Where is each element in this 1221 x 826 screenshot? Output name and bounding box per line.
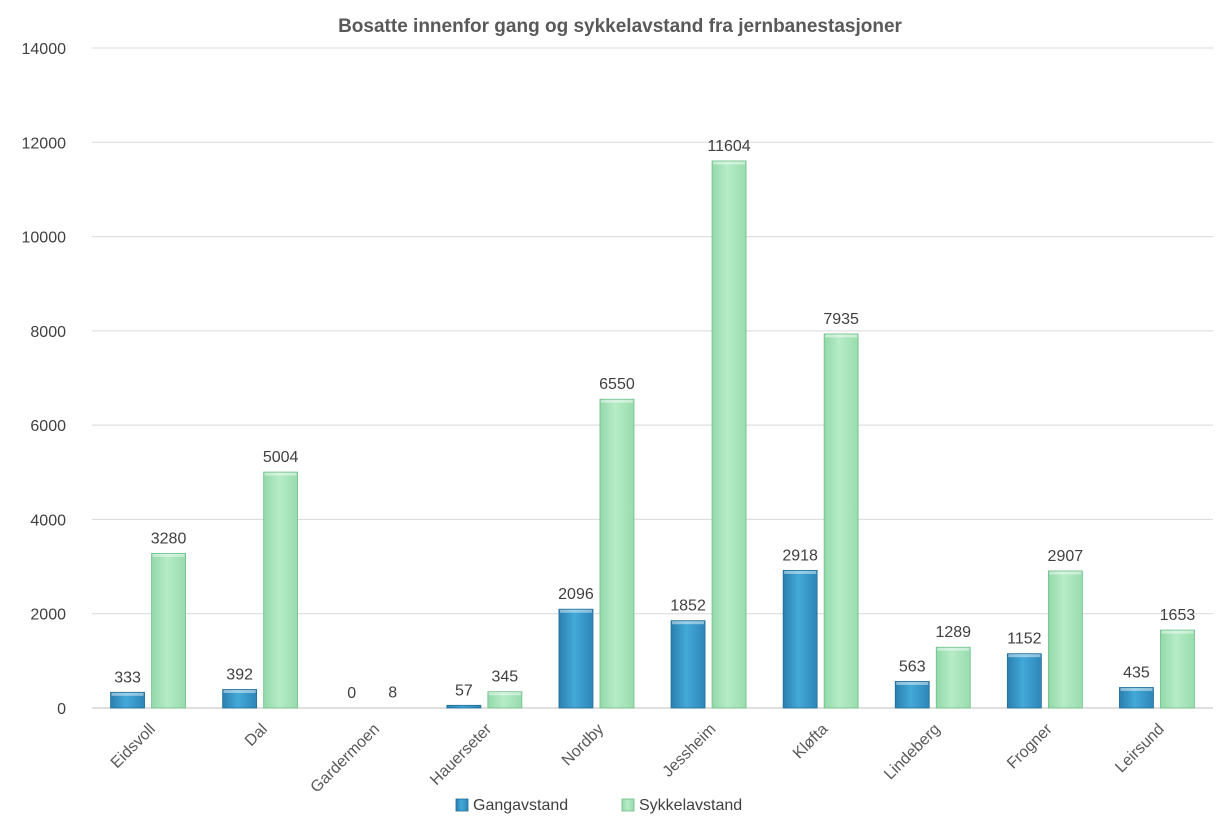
legend: Gangavstand Sykkelavstand bbox=[455, 797, 742, 814]
bar-highlight bbox=[1049, 571, 1082, 575]
bar-gangavstand bbox=[670, 620, 706, 709]
bar-gangavstand bbox=[110, 691, 145, 709]
data-label: 7935 bbox=[823, 311, 859, 328]
bar-highlight bbox=[784, 570, 817, 574]
y-tick-label: 4000 bbox=[30, 512, 66, 529]
data-label: 1152 bbox=[1007, 631, 1042, 648]
bar-highlight bbox=[672, 621, 705, 625]
bar-highlight bbox=[152, 553, 185, 557]
data-label: 0 bbox=[347, 685, 356, 702]
bar-sykkelavstand bbox=[935, 646, 971, 709]
x-tick-label: Frogner bbox=[1004, 720, 1056, 772]
chart-title: Bosatte innenfor gang og sykkelavstand f… bbox=[338, 16, 902, 37]
data-label: 2096 bbox=[558, 586, 594, 603]
y-axis-tick-labels: 0 2000 4000 6000 8000 10000 12000 14000 bbox=[22, 41, 67, 718]
x-tick-label: Hauerseter bbox=[427, 720, 495, 788]
gridlines bbox=[92, 47, 1213, 709]
data-label: 11604 bbox=[707, 138, 750, 155]
data-label: 2907 bbox=[1048, 548, 1084, 565]
legend-swatch-sykkelavstand bbox=[621, 798, 635, 812]
bars bbox=[110, 160, 1195, 709]
data-label: 57 bbox=[455, 682, 473, 699]
bar-sykkelavstand bbox=[599, 398, 635, 709]
bar-gangavstand bbox=[782, 570, 818, 709]
bar-sykkelavstand bbox=[151, 552, 186, 709]
y-tick-label: 8000 bbox=[30, 324, 66, 341]
bar-highlight bbox=[223, 690, 256, 694]
bar-highlight bbox=[937, 647, 970, 651]
bar-highlight bbox=[713, 161, 746, 165]
bar-gangavstand bbox=[1119, 687, 1154, 709]
bar-gangavstand bbox=[1006, 653, 1042, 709]
data-label: 2918 bbox=[782, 547, 818, 564]
x-axis-tick-labels: Eidsvoll Dal Gardermoen Hauerseter Nordby Jes… bbox=[108, 720, 1168, 796]
legend-swatch-gangavstand bbox=[455, 798, 469, 812]
bar-highlight bbox=[559, 609, 592, 613]
data-label: 1289 bbox=[935, 624, 971, 641]
bar-sykkelavstand bbox=[711, 160, 747, 709]
data-label: 435 bbox=[1123, 664, 1150, 681]
x-tick-label: Gardermoen bbox=[308, 721, 384, 797]
bar-gangavstand bbox=[894, 681, 930, 709]
bar-highlight bbox=[111, 692, 144, 696]
bar-highlight bbox=[896, 681, 929, 685]
bar-highlight bbox=[825, 334, 858, 338]
legend-label-gangavstand: Gangavstand bbox=[473, 797, 568, 814]
y-tick-label: 12000 bbox=[22, 135, 67, 152]
bar-sykkelavstand bbox=[263, 471, 299, 709]
legend-label-sykkelavstand: Sykkelavstand bbox=[639, 797, 742, 814]
x-tick-label: Dal bbox=[242, 721, 271, 750]
data-label: 1653 bbox=[1160, 607, 1196, 624]
data-label: 1852 bbox=[670, 598, 706, 615]
bar-highlight bbox=[600, 399, 633, 403]
data-label: 392 bbox=[226, 667, 253, 684]
data-label: 5004 bbox=[263, 449, 299, 466]
y-tick-label: 6000 bbox=[30, 418, 66, 435]
y-tick-label: 14000 bbox=[22, 41, 67, 58]
bar-gangavstand bbox=[558, 608, 594, 709]
bar-highlight bbox=[1161, 630, 1194, 634]
bar-sykkelavstand bbox=[487, 691, 523, 709]
data-label: 563 bbox=[899, 658, 926, 675]
x-tick-label: Nordby bbox=[559, 721, 607, 769]
x-tick-label: Kløfta bbox=[790, 721, 832, 763]
x-tick-label: Jessheim bbox=[660, 721, 720, 781]
data-label: 333 bbox=[114, 669, 141, 686]
bar-highlight bbox=[488, 692, 521, 696]
x-tick-label: Leirsund bbox=[1112, 721, 1167, 776]
bar-highlight bbox=[264, 472, 297, 476]
bar-highlight bbox=[1120, 687, 1153, 691]
bar-gangavstand bbox=[222, 689, 258, 709]
bar-sykkelavstand bbox=[1160, 629, 1195, 709]
data-label: 8 bbox=[388, 685, 397, 702]
y-tick-label: 0 bbox=[57, 701, 66, 718]
bar-sykkelavstand bbox=[1047, 570, 1083, 709]
bar-gangavstand bbox=[446, 704, 482, 709]
x-tick-label: Lindeberg bbox=[881, 721, 943, 783]
y-tick-label: 10000 bbox=[22, 230, 67, 247]
y-tick-label: 2000 bbox=[30, 607, 66, 624]
bar-highlight bbox=[1008, 654, 1041, 658]
bar-sykkelavstand bbox=[823, 333, 859, 709]
x-tick-label: Eidsvoll bbox=[108, 721, 159, 772]
data-label: 345 bbox=[491, 669, 518, 686]
data-label: 3280 bbox=[151, 530, 187, 547]
data-label: 6550 bbox=[599, 376, 635, 393]
data-labels: 333 3280 392 5004 0 8 57 345 2096 6550 1852 11604 29… bbox=[114, 138, 1195, 702]
